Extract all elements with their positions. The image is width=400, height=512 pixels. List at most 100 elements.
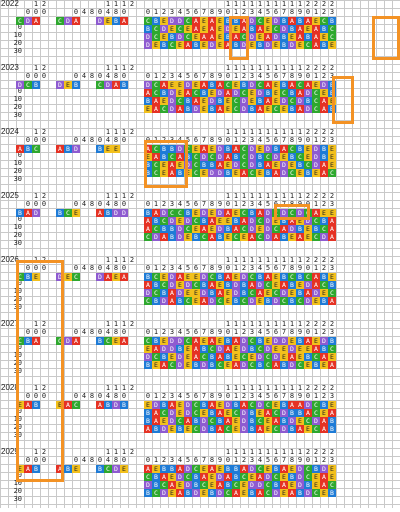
grid-cell: A xyxy=(152,105,160,113)
col-header: 6 xyxy=(273,264,279,272)
seq3-cell: E xyxy=(112,337,120,345)
col-header: 2 xyxy=(313,320,319,328)
grid-cell: A xyxy=(256,489,264,497)
grid-cell: D xyxy=(248,145,256,153)
grid-cell: D xyxy=(272,353,280,361)
grid-cell: B xyxy=(176,169,184,177)
seq1-cell: C xyxy=(24,81,32,89)
col-header: 2 xyxy=(41,256,47,264)
col-header: 8 xyxy=(89,328,95,336)
col-header: 1 xyxy=(257,448,263,456)
seq2-cell: C xyxy=(72,401,80,409)
grid-cell: E xyxy=(320,33,328,41)
grid-cell: E xyxy=(288,161,296,169)
col-header: 2 xyxy=(161,200,167,208)
grid-cell: C xyxy=(192,161,200,169)
grid-cell: C xyxy=(304,473,312,481)
grid-cell: C xyxy=(200,353,208,361)
col-header: 6 xyxy=(193,392,199,400)
seq1-cell: D xyxy=(32,209,40,217)
row-label: 20 xyxy=(13,295,22,303)
seq2-cell: A xyxy=(56,145,64,153)
grid-cell: E xyxy=(144,345,152,353)
grid-cell: E xyxy=(296,169,304,177)
grid-cell: C xyxy=(248,273,256,281)
grid-cell: A xyxy=(192,25,200,33)
grid-cell: B xyxy=(160,289,168,297)
seq2-cell: E xyxy=(64,273,72,281)
col-header: 2 xyxy=(241,456,247,464)
col-header: 8 xyxy=(289,72,295,80)
grid-cell: B xyxy=(272,481,280,489)
col-header: 0 xyxy=(97,72,103,80)
grid-cell: D xyxy=(312,289,320,297)
grid-cell: A xyxy=(264,409,272,417)
grid-cell: B xyxy=(288,425,296,433)
grid-cell: A xyxy=(184,89,192,97)
grid-cell: A xyxy=(168,297,176,305)
grid-cell: B xyxy=(248,209,256,217)
col-header: 1 xyxy=(273,256,279,264)
grid-cell: A xyxy=(272,361,280,369)
col-header: 1 xyxy=(281,320,287,328)
col-header: 1 xyxy=(225,128,231,136)
col-header: 4 xyxy=(177,8,183,16)
grid-cell: A xyxy=(280,481,288,489)
year-block-2024: 2024 1 2 1 1 1 2 1 1 1 1 1 1 1 1 1 1 2 2 2 2 0 0 0 0 4 8 0 4 8 0 0 1 2 3 4 5… xyxy=(0,128,400,192)
seq2-cell: B xyxy=(56,209,64,217)
col-header: 0 xyxy=(145,8,151,16)
grid-cell: D xyxy=(296,465,304,473)
seq3-cell: B xyxy=(120,401,128,409)
grid-cell: D xyxy=(304,217,312,225)
grid-cell: D xyxy=(144,41,152,49)
grid-cell: C xyxy=(328,169,336,177)
col-header: 8 xyxy=(113,264,119,272)
seq3-cell: B xyxy=(112,17,120,25)
grid-cell: A xyxy=(144,465,152,473)
col-header: 1 xyxy=(33,384,39,392)
seq3-cell: A xyxy=(104,273,112,281)
grid-cell: A xyxy=(176,153,184,161)
grid-cell: A xyxy=(288,217,296,225)
grid-cell: B xyxy=(144,273,152,281)
grid-cell: A xyxy=(256,105,264,113)
grid-cell: C xyxy=(224,489,232,497)
grid-cell: D xyxy=(288,417,296,425)
grid-cell: D xyxy=(144,33,152,41)
col-header: 5 xyxy=(265,264,271,272)
grid-cell: E xyxy=(160,17,168,25)
grid-cell: A xyxy=(328,217,336,225)
col-header: 8 xyxy=(209,264,215,272)
grid-cell: A xyxy=(232,225,240,233)
col-header: 8 xyxy=(113,200,119,208)
grid-cell: A xyxy=(256,25,264,33)
seq2-cell: A xyxy=(72,337,80,345)
seq3-cell: D xyxy=(96,273,104,281)
row-label: 10 xyxy=(13,31,22,39)
grid-cell: E xyxy=(304,153,312,161)
grid-cell: D xyxy=(264,217,272,225)
row-label: 0 xyxy=(17,23,22,31)
grid-cell: B xyxy=(176,425,184,433)
grid-cell: A xyxy=(176,465,184,473)
grid-cell: D xyxy=(216,473,224,481)
grid-cell: D xyxy=(320,465,328,473)
grid-cell: D xyxy=(264,145,272,153)
grid-cell: B xyxy=(208,353,216,361)
grid-cell: B xyxy=(192,481,200,489)
col-header: 1 xyxy=(249,192,255,200)
grid-cell: A xyxy=(224,473,232,481)
col-header: 1 xyxy=(249,448,255,456)
seq2-cell: A xyxy=(64,401,72,409)
grid-cell: B xyxy=(296,337,304,345)
grid-cell: D xyxy=(312,153,320,161)
col-header: 1 xyxy=(241,128,247,136)
col-header: 1 xyxy=(233,384,239,392)
grid-cell: D xyxy=(240,425,248,433)
grid-cell: E xyxy=(248,97,256,105)
grid-cell: C xyxy=(264,153,272,161)
grid-cell: B xyxy=(208,489,216,497)
grid-cell: B xyxy=(224,353,232,361)
col-header: 1 xyxy=(249,320,255,328)
grid-cell: D xyxy=(144,481,152,489)
